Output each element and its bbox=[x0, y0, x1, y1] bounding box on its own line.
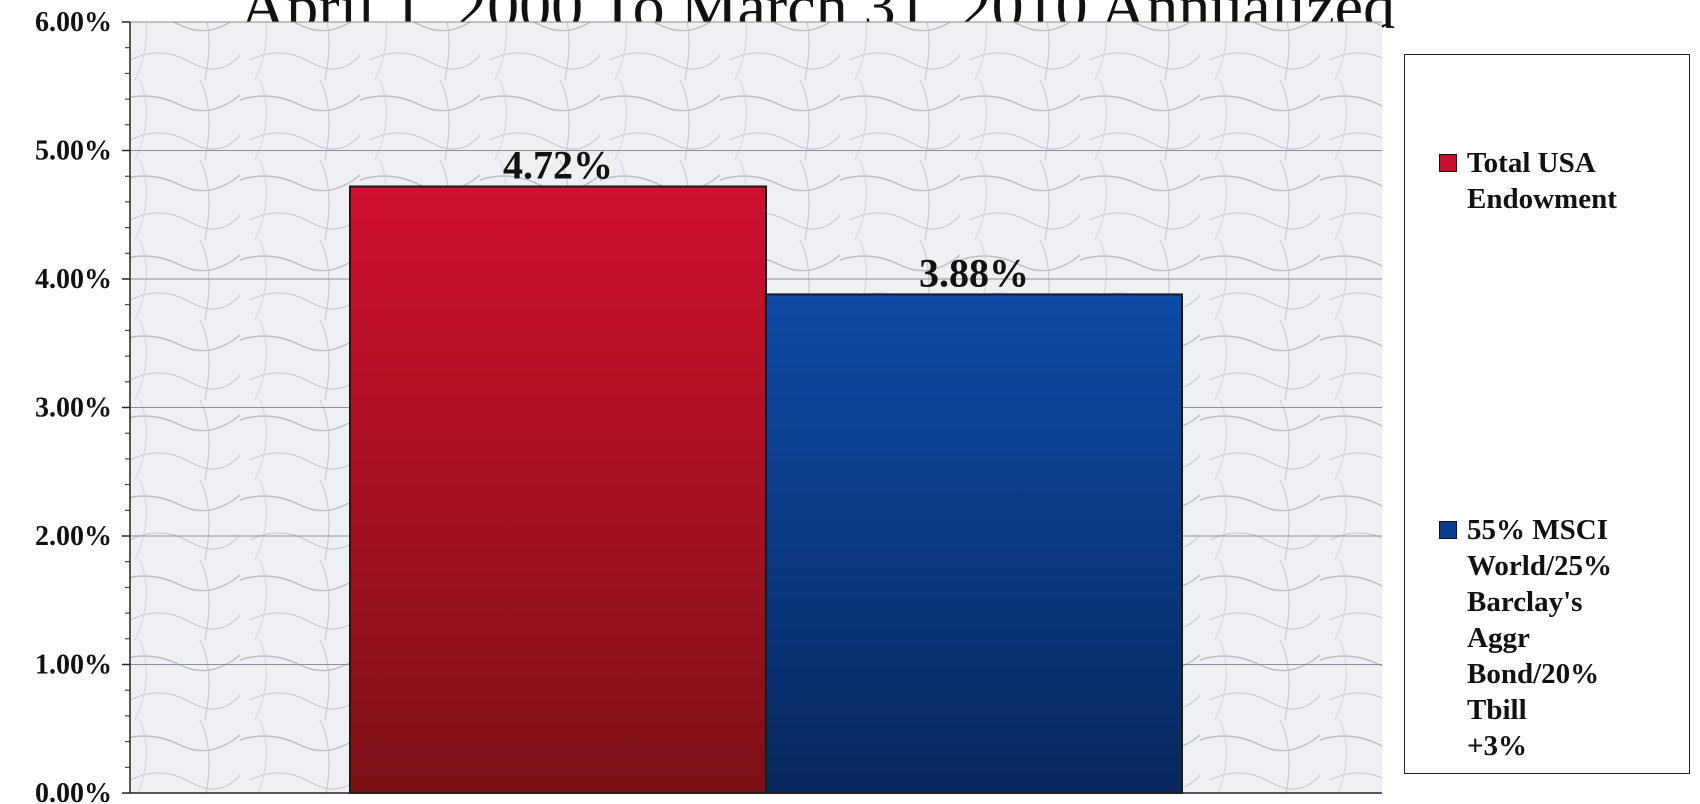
legend-swatch-red bbox=[1439, 154, 1457, 172]
bar-chart: 4.72% 3.88% 0.00% 1.00% 2.00% 3.00% 4.00% 5.00… bbox=[35, 7, 1382, 804]
legend-label-line: 55% MSCI bbox=[1467, 514, 1608, 546]
legend: Total USA Endowment 55% MSCI World/25% B… bbox=[1404, 54, 1690, 774]
y-tick-label: 0.00% bbox=[35, 778, 112, 804]
legend-label-line: Endowment bbox=[1467, 183, 1617, 215]
bar-total-usa-endowment bbox=[349, 185, 767, 795]
y-tick-label: 5.00% bbox=[35, 136, 112, 167]
y-tick-label: 2.00% bbox=[35, 521, 112, 552]
legend-label-line: World/25% bbox=[1467, 550, 1613, 582]
data-label: 3.88% bbox=[919, 250, 1029, 295]
y-axis: 0.00% 1.00% 2.00% 3.00% 4.00% 5.00% 6.00% bbox=[35, 7, 1382, 804]
y-tick-label: 3.00% bbox=[35, 393, 112, 424]
y-tick-label: 6.00% bbox=[35, 7, 112, 38]
legend-swatch-blue bbox=[1439, 521, 1457, 539]
bars bbox=[349, 185, 1183, 795]
data-label: 4.72% bbox=[503, 142, 613, 187]
data-labels: 4.72% 3.88% bbox=[503, 142, 1029, 295]
bar-benchmark bbox=[765, 293, 1183, 794]
legend-label-line: Total USA bbox=[1467, 147, 1596, 179]
y-tick-label: 1.00% bbox=[35, 650, 112, 681]
legend-label-line: Barclay's Aggr bbox=[1467, 586, 1583, 654]
y-tick-label: 4.00% bbox=[35, 264, 112, 295]
legend-label-line: Bond/20% Tbill bbox=[1467, 658, 1600, 726]
legend-label-line: +3% bbox=[1467, 730, 1528, 762]
